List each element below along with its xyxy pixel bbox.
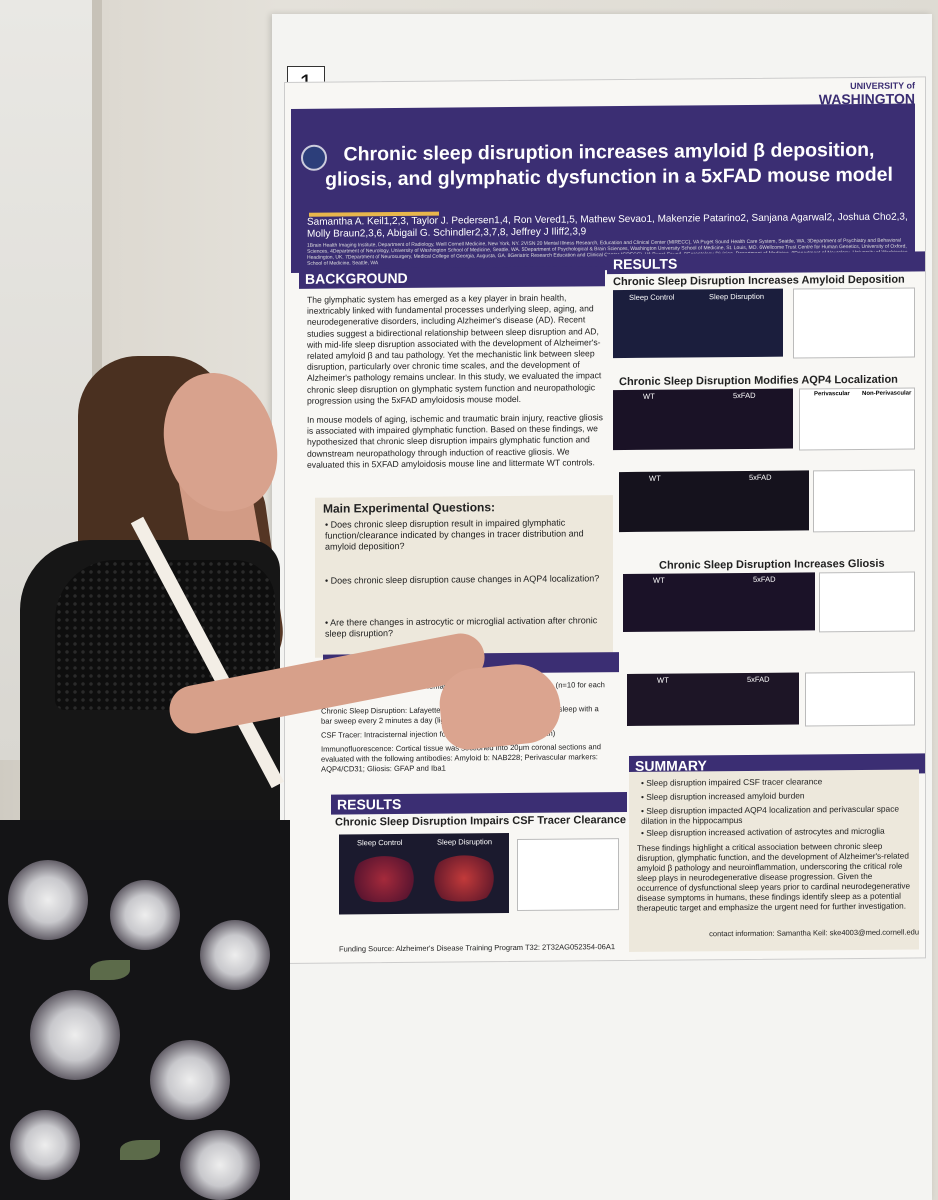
- poster-header: Chronic sleep disruption increases amylo…: [291, 103, 915, 273]
- pvs-plot: [813, 469, 915, 533]
- aqp4-plot: Perivascular Non-Perivascular: [799, 387, 915, 451]
- flower-pattern: [30, 990, 120, 1080]
- contact-info: contact information: Samantha Keil: ske4…: [709, 927, 919, 939]
- csf-tracer-image: Sleep Control Sleep Disruption: [339, 833, 509, 915]
- gliosis-image-2: WT 5xFAD: [627, 672, 799, 727]
- question-item: • Does chronic sleep disruption result i…: [325, 517, 584, 552]
- questions-heading: Main Experimental Questions:: [323, 500, 496, 516]
- results-left-title: Chronic Sleep Disruption Impairs CSF Tra…: [335, 814, 626, 829]
- leaf-pattern: [90, 960, 130, 980]
- summary-item: • Sleep disruption impaired CSF tracer c…: [641, 776, 823, 788]
- results-left-heading: RESULTS: [331, 792, 627, 815]
- background-text: The glymphatic system has emerged as a k…: [307, 292, 603, 470]
- poster-title: Chronic sleep disruption increases amylo…: [325, 138, 893, 191]
- brain-slice: [429, 855, 499, 902]
- gliosis-plot: [819, 571, 915, 633]
- amyloid-plot: [793, 287, 915, 359]
- r3-title: Chronic Sleep Disruption Increases Glios…: [659, 557, 885, 572]
- university-logo: UNIVERSITY of WASHINGTON: [818, 80, 915, 108]
- csf-bar-plot: [517, 838, 619, 911]
- background-heading: BACKGROUND: [299, 266, 605, 289]
- summary-item: • Sleep disruption increased amyloid bur…: [641, 790, 805, 802]
- amyloid-image: Sleep Control Sleep Disruption: [613, 288, 783, 359]
- summary-item: • Sleep disruption impacted AQP4 localiz…: [641, 803, 900, 826]
- microglia-plot: [805, 671, 915, 727]
- flower-pattern: [8, 860, 88, 940]
- funding-source: Funding Source: Alzheimer's Disease Trai…: [339, 942, 616, 954]
- flower-pattern: [110, 880, 180, 950]
- floral-skirt: [0, 820, 290, 1200]
- research-poster: UNIVERSITY of WASHINGTON Chronic sleep d…: [284, 76, 926, 965]
- aqp4-image-1: WT 5xFAD: [613, 388, 793, 451]
- results-heading: RESULTS: [607, 251, 925, 275]
- leaf-pattern: [120, 1140, 160, 1160]
- flower-pattern: [10, 1110, 80, 1180]
- r2-title: Chronic Sleep Disruption Modifies AQP4 L…: [619, 373, 898, 389]
- summary-conclusion: These findings highlight a critical asso…: [637, 841, 911, 913]
- authors: Samantha A. Keil1,2,3, Taylor J. Pederse…: [307, 211, 908, 240]
- flower-pattern: [150, 1040, 230, 1120]
- summary-item: • Sleep disruption increased activation …: [641, 825, 885, 838]
- r1-title: Chronic Sleep Disruption Increases Amylo…: [613, 273, 905, 289]
- brain-slice: [349, 855, 419, 903]
- gliosis-image-1: WT 5xFAD: [623, 572, 815, 633]
- aqp4-image-2: WT 5xFAD: [619, 470, 809, 533]
- flower-pattern: [180, 1130, 260, 1200]
- question-item: • Does chronic sleep disruption cause ch…: [325, 573, 600, 586]
- flower-pattern: [200, 920, 270, 990]
- summary-box: • Sleep disruption impaired CSF tracer c…: [629, 769, 919, 952]
